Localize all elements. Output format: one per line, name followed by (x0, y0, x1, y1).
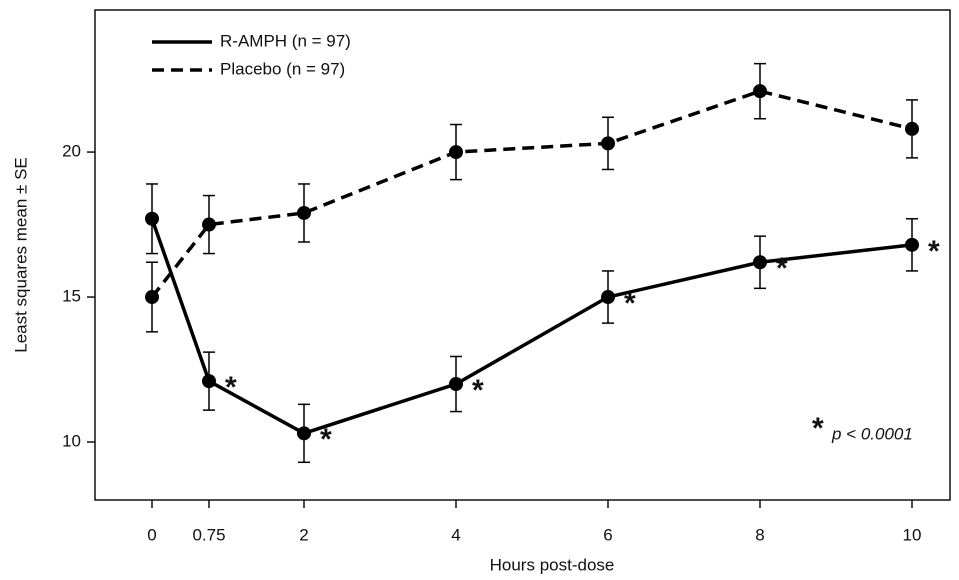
data-point (905, 121, 919, 136)
significance-marker: * (776, 252, 788, 285)
significance-marker: * (225, 371, 237, 404)
data-point (449, 377, 463, 392)
data-point (601, 290, 615, 305)
legend-label: Placebo (n = 97) (220, 59, 345, 78)
data-point (297, 205, 311, 220)
data-point (753, 84, 767, 99)
x-tick-label: 0 (147, 525, 156, 544)
data-point (145, 211, 159, 226)
y-tick-label: 20 (62, 142, 81, 161)
y-tick-label: 15 (62, 287, 81, 306)
data-point (601, 136, 615, 151)
data-point (202, 217, 216, 232)
significance-marker: * (472, 374, 484, 407)
data-point (449, 145, 463, 160)
plot-frame (94, 9, 951, 501)
data-point (145, 290, 159, 305)
data-point (202, 374, 216, 389)
significance-marker: * (928, 235, 940, 268)
legend-label: R-AMPH (n = 97) (220, 31, 351, 50)
x-axis-label: Hours post-dose (490, 555, 615, 574)
data-point (905, 237, 919, 252)
data-point (753, 255, 767, 270)
y-axis-label: Least squares mean ± SE (11, 157, 30, 353)
significance-marker: * (320, 423, 332, 456)
series-line (150, 89, 913, 299)
x-tick-label: 4 (451, 525, 460, 544)
x-tick-label: 8 (755, 525, 764, 544)
x-tick-label: 2 (299, 525, 308, 544)
data-point (297, 426, 311, 441)
x-tick-label: 0.75 (192, 525, 225, 544)
significance-marker: * (624, 287, 636, 320)
x-tick-label: 6 (603, 525, 612, 544)
note-text: p < 0.0001 (831, 424, 913, 443)
x-tick-label: 10 (903, 525, 922, 544)
y-tick-label: 10 (62, 431, 81, 450)
series-line (150, 218, 913, 436)
note-symbol: * (812, 412, 824, 445)
